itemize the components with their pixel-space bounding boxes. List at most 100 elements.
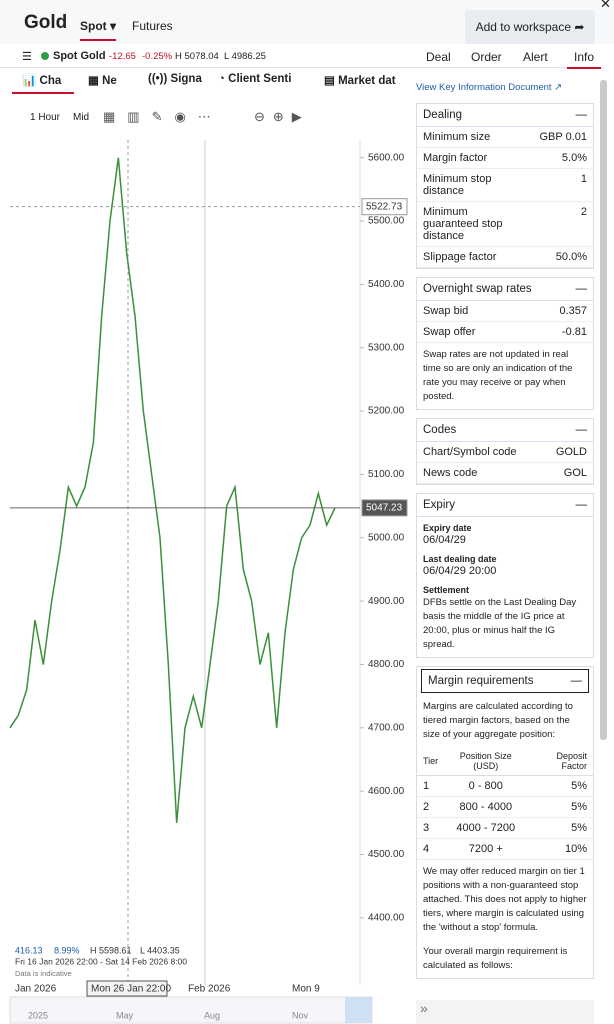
- y-tick-label: 4900.00: [368, 596, 405, 607]
- kid-link[interactable]: View Key Information Document ↗: [416, 82, 563, 93]
- chart-tab[interactable]: 📊 Cha: [12, 70, 74, 94]
- row-value: 1: [580, 173, 587, 185]
- chart-tools[interactable]: ▦▥✎◉⋯: [103, 109, 223, 124]
- navigator-label: May: [116, 1010, 134, 1020]
- head-cell: Tier: [417, 747, 445, 776]
- cell: 7200 +: [444, 838, 528, 860]
- collapse[interactable]: »: [416, 1000, 594, 1024]
- row: Minimum stop distance 1: [417, 169, 593, 202]
- zoom-tools[interactable]: ⊖⊕▶: [254, 109, 310, 124]
- news-tab[interactable]: ▦ Ne: [88, 75, 117, 87]
- tab-label: Spot: [80, 19, 107, 33]
- cell: 2: [417, 796, 445, 818]
- change: -12.65: [109, 51, 136, 62]
- low: L 4986.25: [224, 51, 266, 62]
- deal-tab[interactable]: Deal: [426, 50, 451, 64]
- navigator-label: Nov: [292, 1010, 309, 1020]
- panel-tabs: 📊 Cha ▦ Ne ((•)) Signa ◔ Client Senti ▤ …: [0, 70, 410, 94]
- market-bar: ☰ Spot Gold -12.65 -0.25% H 5078.04 L 49…: [0, 46, 602, 69]
- row: Slippage factor 50.0%: [417, 247, 593, 268]
- margin-intro: Margins are calculated according to tier…: [423, 701, 573, 740]
- cell: 10%: [527, 838, 593, 860]
- info-tab[interactable]: Info: [567, 50, 602, 69]
- navigator: [9, 996, 373, 1024]
- market-name: Spot Gold: [53, 50, 106, 62]
- tab-label: Cha: [39, 75, 62, 87]
- row: Minimum guaranteed stop distance 2: [417, 202, 593, 247]
- sentiment-tab[interactable]: ◔ Client Senti: [218, 73, 292, 85]
- row: Swap bid 0.357: [417, 301, 593, 322]
- row-label: Minimum guaranteed stop distance: [423, 206, 503, 242]
- row-label: Slippage factor: [423, 251, 497, 263]
- cell: 0 - 800: [444, 775, 528, 797]
- y-tick-label: 4600.00: [368, 786, 405, 797]
- close-icon[interactable]: ✕: [600, 0, 611, 11]
- item-value: 06/04/29: [423, 534, 466, 546]
- expiry-card: Expiry — Expiry date 06/04/29 Last dealing d…: [416, 493, 594, 658]
- row: Minimum size GBP 0.01: [417, 127, 593, 148]
- menu-icon[interactable]: ☰: [22, 51, 32, 63]
- item-label: Expiry date: [423, 523, 472, 533]
- item-value: 06/04/29 20:00: [423, 565, 497, 577]
- alert-tab[interactable]: Alert: [523, 50, 548, 64]
- card-title: Codes —: [417, 419, 593, 442]
- change-pct: -0.25%: [142, 51, 173, 62]
- margin-table: Tier Position Size (USD) Deposit Factor 1 0 …: [417, 747, 593, 860]
- market-tab[interactable]: ▤ Market dat: [324, 75, 396, 87]
- note: Data is indicative: [15, 969, 72, 978]
- y-tick-label: 5100.00: [368, 469, 405, 480]
- swap-card: Overnight swap rates — Swap bid 0.357 Swap o…: [416, 277, 594, 410]
- row: News code GOL: [417, 463, 593, 484]
- y-tick-label: 4400.00: [368, 912, 405, 923]
- card-title: Overnight swap rates —: [417, 278, 593, 301]
- cell: 1: [417, 775, 445, 797]
- cell: 3: [417, 817, 445, 839]
- collapse-icon: —: [575, 283, 588, 295]
- row-label: Swap offer: [423, 326, 476, 338]
- row-label: Swap bid: [423, 305, 469, 317]
- row-value: -0.81: [561, 326, 587, 338]
- range: Fri 16 Jan 2026 22:00 - Sat 14 Feb 2026 …: [15, 956, 187, 966]
- price-type[interactable]: Mid: [73, 112, 90, 123]
- stat: 8.99%: [54, 945, 80, 955]
- x-tick-label: Feb 2026: [188, 984, 231, 995]
- row-value: GOL: [563, 467, 587, 479]
- title-text: Codes: [423, 424, 457, 436]
- y-tick-label: 5500.00: [368, 216, 405, 227]
- cell: 800 - 4000: [444, 796, 528, 818]
- card-title: Dealing —: [417, 104, 593, 127]
- collapse-icon: —: [570, 675, 583, 687]
- scrollbar[interactable]: [600, 80, 607, 740]
- row-value: GOLD: [555, 446, 587, 458]
- marker-box: [361, 198, 408, 216]
- order-tab[interactable]: Order: [471, 50, 502, 64]
- row-value: 0.357: [559, 305, 587, 317]
- tab-spot[interactable]: Spot ▾: [80, 19, 117, 41]
- title-text: Expiry: [423, 499, 455, 511]
- chart: 5600.00 5500.00 5400.00 5300.00 5200.00 5100.…: [9, 140, 408, 1024]
- signals-tab[interactable]: ((•)) Signa: [148, 73, 202, 85]
- row-value: 5.0%: [561, 152, 587, 164]
- dealing-card: Dealing — Minimum size GBP 0.01 Margin facto…: [416, 103, 594, 269]
- table-row: 2 800 - 4000 5%: [417, 796, 593, 818]
- item-value: DFBs settle on the Last Dealing Day basi…: [423, 597, 577, 650]
- title: Gold: [24, 12, 68, 33]
- row-label: Margin factor: [423, 152, 488, 164]
- table-row: 3 4000 - 7200 5%: [417, 817, 593, 839]
- cell: 4000 - 7200: [444, 817, 528, 839]
- interval[interactable]: 1 Hour: [30, 112, 61, 123]
- cards: Dealing — Minimum size GBP 0.01 Margin facto…: [416, 103, 594, 979]
- cell: 4: [417, 838, 445, 860]
- x-tick-label: Mon 9: [292, 984, 320, 995]
- x-tick-label: Mon 26 Jan 22:00: [91, 984, 171, 995]
- workspace-button[interactable]: Add to workspace ➦: [465, 10, 595, 44]
- title-text: Margin requirements: [428, 675, 534, 687]
- y-tick-label: 4500.00: [368, 849, 405, 860]
- current-box: [361, 499, 408, 517]
- cell: 5%: [527, 796, 593, 818]
- row-label: Minimum stop distance: [423, 173, 492, 197]
- tab-futures[interactable]: Futures: [132, 19, 173, 33]
- stat: L 4403.35: [140, 945, 180, 955]
- row: Swap offer -0.81: [417, 322, 593, 343]
